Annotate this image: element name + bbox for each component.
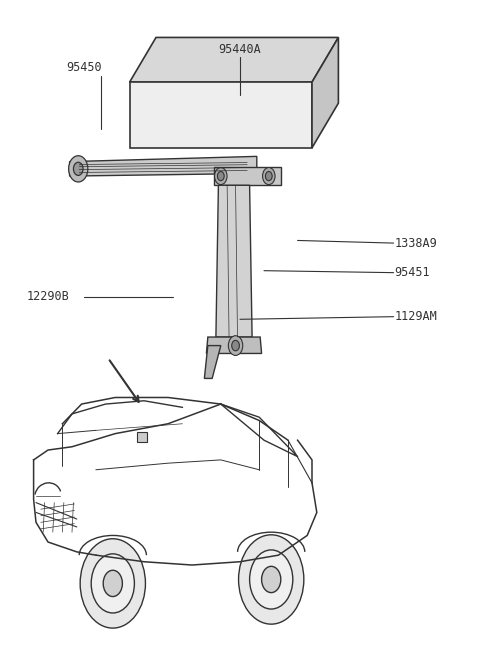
Circle shape: [217, 171, 224, 181]
Circle shape: [250, 550, 293, 609]
Polygon shape: [206, 337, 262, 353]
Polygon shape: [312, 37, 338, 148]
Polygon shape: [204, 346, 221, 378]
Text: 95450: 95450: [66, 60, 102, 74]
Circle shape: [91, 554, 134, 613]
Circle shape: [80, 539, 145, 628]
Circle shape: [232, 340, 240, 351]
Polygon shape: [130, 37, 338, 82]
Polygon shape: [214, 167, 281, 185]
Circle shape: [69, 156, 88, 182]
Polygon shape: [70, 156, 257, 176]
Polygon shape: [130, 82, 312, 148]
Circle shape: [228, 336, 243, 355]
Text: 1129AM: 1129AM: [395, 310, 437, 323]
Text: 12290B: 12290B: [26, 290, 69, 304]
Polygon shape: [216, 185, 252, 337]
Circle shape: [215, 168, 227, 185]
Circle shape: [103, 570, 122, 597]
Circle shape: [263, 168, 275, 185]
Bar: [137, 432, 147, 442]
Circle shape: [73, 162, 83, 175]
Circle shape: [239, 535, 304, 624]
Text: 95451: 95451: [395, 266, 430, 279]
Text: 1338A9: 1338A9: [395, 237, 437, 250]
Circle shape: [265, 171, 272, 181]
Text: 95440A: 95440A: [218, 43, 262, 56]
Circle shape: [262, 566, 281, 593]
